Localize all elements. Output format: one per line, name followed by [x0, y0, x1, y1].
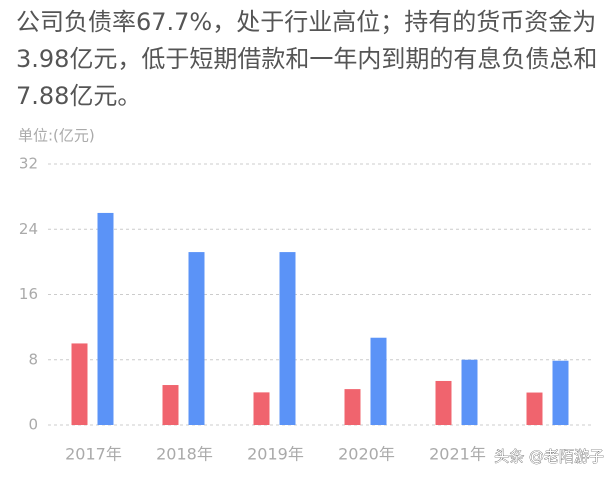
x-tick-label: 2021年: [429, 445, 486, 464]
bar: [162, 385, 179, 425]
bar: [552, 360, 569, 425]
y-tick-label: 16: [19, 285, 38, 303]
x-tick-label: 2018年: [156, 445, 213, 464]
y-tick-label: 32: [19, 155, 38, 173]
bar: [344, 389, 361, 425]
unit-label: 单位:(亿元): [18, 127, 95, 145]
bar: [370, 337, 387, 425]
x-tick-label: 2017年: [65, 445, 122, 464]
x-tick-label: 2019年: [247, 445, 304, 464]
bar: [71, 343, 88, 425]
watermark: 头条 @老陌游子: [494, 448, 604, 466]
x-tick-label: 2020年: [338, 445, 395, 464]
bar: [461, 359, 478, 425]
bar: [188, 252, 205, 425]
bar: [526, 392, 543, 425]
bar: [97, 212, 114, 425]
chart-title: 公司负债率67.7%，处于行业高位；持有的货币资金为3.98亿元，低于短期借款和…: [16, 8, 598, 110]
y-tick-label: 24: [19, 220, 38, 238]
y-tick-label: 8: [28, 350, 38, 368]
bar: [253, 392, 270, 425]
bar: [435, 380, 452, 425]
y-tick-label: 0: [28, 416, 38, 434]
bar: [279, 252, 296, 425]
